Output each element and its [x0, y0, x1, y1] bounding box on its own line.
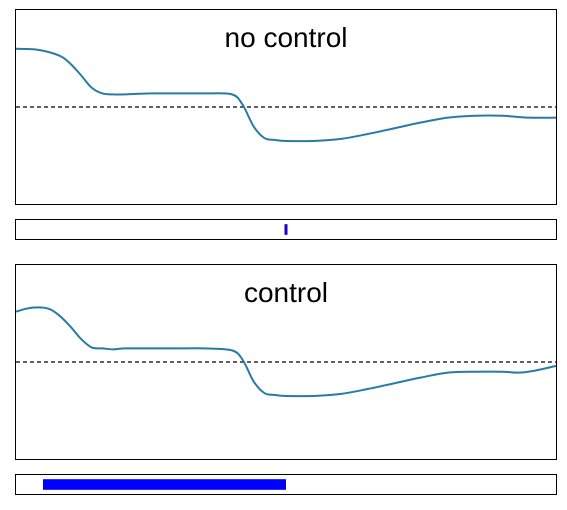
- control-plot: control: [15, 264, 557, 460]
- control-bar-svg: [43, 479, 286, 490]
- series-line-0: [15, 47, 557, 143]
- no-control-bar-panel: [15, 219, 557, 240]
- series-line-0: [15, 306, 557, 398]
- no-control-plot: no control: [15, 9, 557, 205]
- no-control-bar-svg: [284, 224, 288, 235]
- no-control-title: no control: [224, 22, 348, 53]
- no-control-plot-svg: [15, 47, 557, 143]
- control-title: control: [243, 277, 329, 308]
- bar-mark: [284, 224, 288, 235]
- control-plot-svg: [15, 306, 557, 398]
- control-bar-panel: [15, 474, 557, 495]
- bar-mark: [43, 479, 286, 490]
